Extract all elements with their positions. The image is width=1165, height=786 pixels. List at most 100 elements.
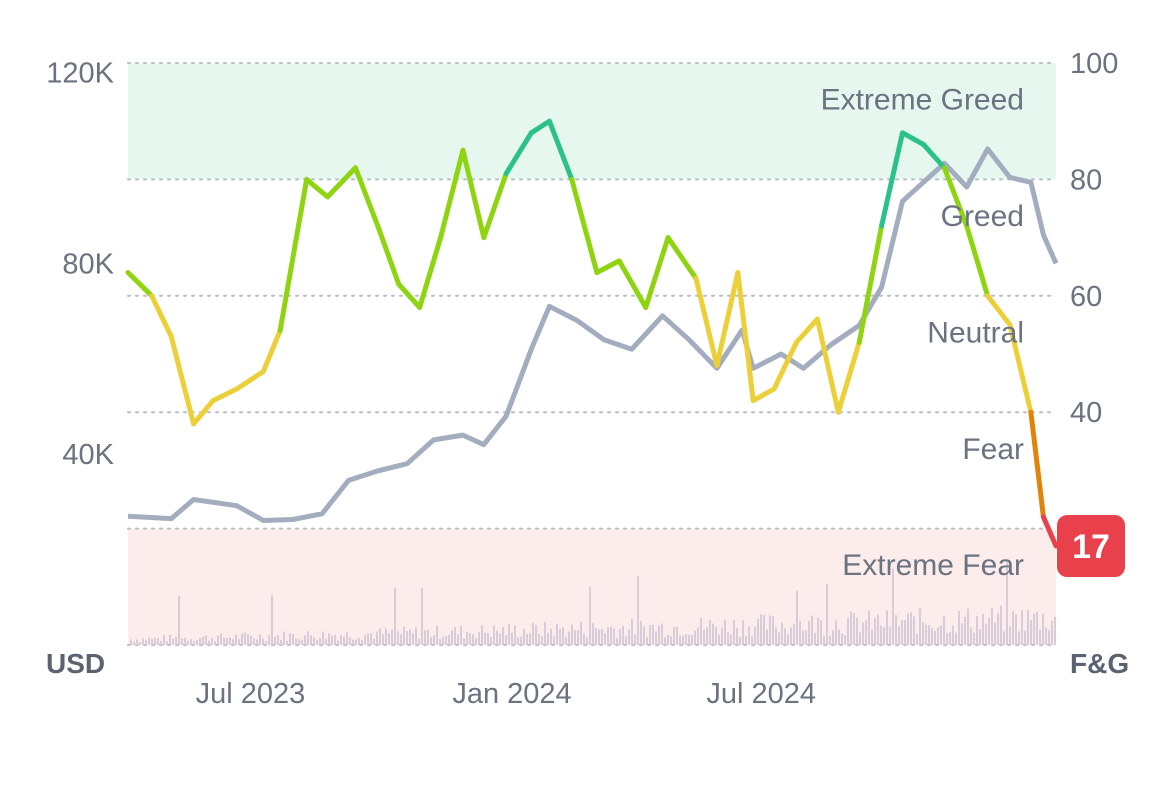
volume-bar: [712, 623, 714, 645]
fear-greed-segment: [234, 368, 266, 392]
volume-bar: [337, 640, 339, 645]
volume-bar: [730, 634, 732, 645]
volume-bar: [925, 624, 927, 645]
volume-bar: [199, 637, 201, 645]
volume-bar: [841, 633, 843, 645]
volume-bar: [919, 608, 921, 645]
volume-bar: [1033, 613, 1035, 645]
volume-bar: [889, 627, 891, 645]
volume-bar: [421, 588, 423, 645]
fear-greed-segment: [693, 275, 720, 369]
volume-bar: [601, 628, 603, 645]
volume-bar: [682, 635, 684, 645]
volume-bar: [1042, 613, 1044, 645]
volume-bar: [331, 635, 333, 645]
volume-bar: [775, 627, 777, 645]
fear-greed-segment: [168, 334, 197, 427]
fear-greed-segment: [191, 398, 216, 427]
volume-bar: [961, 623, 963, 645]
volume-bar: [178, 595, 180, 645]
volume-bar: [418, 639, 420, 645]
volume-bar: [910, 612, 912, 645]
volume-bar: [322, 631, 324, 645]
volume-bar: [1030, 619, 1032, 645]
volume-bar: [880, 625, 882, 645]
volume-bar: [1048, 630, 1050, 645]
volume-bar: [487, 632, 489, 645]
volume-bar: [856, 617, 858, 645]
volume-bar: [151, 638, 153, 645]
fear-greed-segment: [714, 270, 741, 369]
volume-bar: [892, 568, 894, 645]
fear-greed-segment: [594, 258, 622, 276]
volume-bar: [724, 619, 726, 645]
volume-bar: [319, 638, 321, 645]
volume-bar: [154, 637, 156, 645]
volume-bar: [415, 627, 417, 645]
volume-bar: [181, 638, 183, 645]
volume-bar: [865, 620, 867, 645]
volume-bar: [1045, 627, 1047, 645]
volume-bar: [292, 633, 294, 645]
volume-bar: [160, 640, 162, 645]
volume-bar: [895, 615, 897, 645]
zone-labels: Extreme Greed Greed Neutral Fear Extreme Fea…: [821, 84, 1024, 583]
volume-bar: [472, 634, 474, 645]
volume-bar: [1012, 610, 1014, 645]
volume-bar: [649, 625, 651, 645]
volume-bar: [175, 636, 177, 645]
volume-bar: [325, 638, 327, 645]
fear-greed-series: [125, 118, 1059, 549]
volume-bar: [742, 620, 744, 645]
volume-bar: [703, 629, 705, 645]
volume-bar: [247, 634, 249, 645]
volume-bar: [355, 639, 357, 645]
volume-bar: [904, 620, 906, 645]
volume-bar: [289, 633, 291, 645]
volume-bar: [811, 615, 813, 645]
volume-bar: [994, 622, 996, 645]
volume-bar: [259, 634, 261, 645]
volume-bar: [142, 638, 144, 645]
right-tick-label: 60: [1070, 281, 1102, 313]
left-axis-unit: USD: [46, 648, 105, 679]
volume-bar: [883, 627, 885, 645]
volume-bar: [382, 634, 384, 645]
volume-bar: [985, 624, 987, 645]
zone-bands: [128, 63, 1056, 645]
fear-greed-segment: [771, 339, 799, 392]
volume-bar: [295, 638, 297, 645]
volume-bar: [817, 617, 819, 645]
volume-bar: [988, 617, 990, 645]
volume-bar: [412, 632, 414, 645]
volume-bar: [793, 623, 795, 645]
volume-bar: [547, 632, 549, 645]
volume-bar: [364, 634, 366, 645]
volume-bar: [748, 626, 750, 645]
volume-bar: [646, 637, 648, 645]
fear-greed-segment: [643, 235, 671, 310]
fear-greed-segment: [814, 316, 841, 415]
volume-bar: [244, 632, 246, 645]
volume-bar: [568, 631, 570, 645]
volume-bar: [238, 638, 240, 645]
volume-bar: [940, 625, 942, 645]
volume-bar: [916, 633, 918, 645]
volume-bar: [871, 629, 873, 645]
left-tick-label: 40K: [62, 439, 114, 471]
volume-bar: [523, 628, 525, 645]
volume-bar: [949, 632, 951, 645]
volume-bar: [832, 630, 834, 645]
volume-bar: [844, 635, 846, 645]
volume-bar: [1054, 616, 1056, 645]
badge-bg: [1057, 515, 1125, 578]
volume-bar: [361, 640, 363, 645]
volume-bar: [133, 641, 135, 645]
volume-bar: [130, 639, 132, 645]
volume-bar: [1021, 610, 1023, 645]
volume-bar: [310, 635, 312, 645]
volume-bar: [139, 641, 141, 645]
fear-greed-segment: [920, 141, 947, 171]
volume-bar: [409, 629, 411, 645]
volume-bar: [448, 635, 450, 645]
